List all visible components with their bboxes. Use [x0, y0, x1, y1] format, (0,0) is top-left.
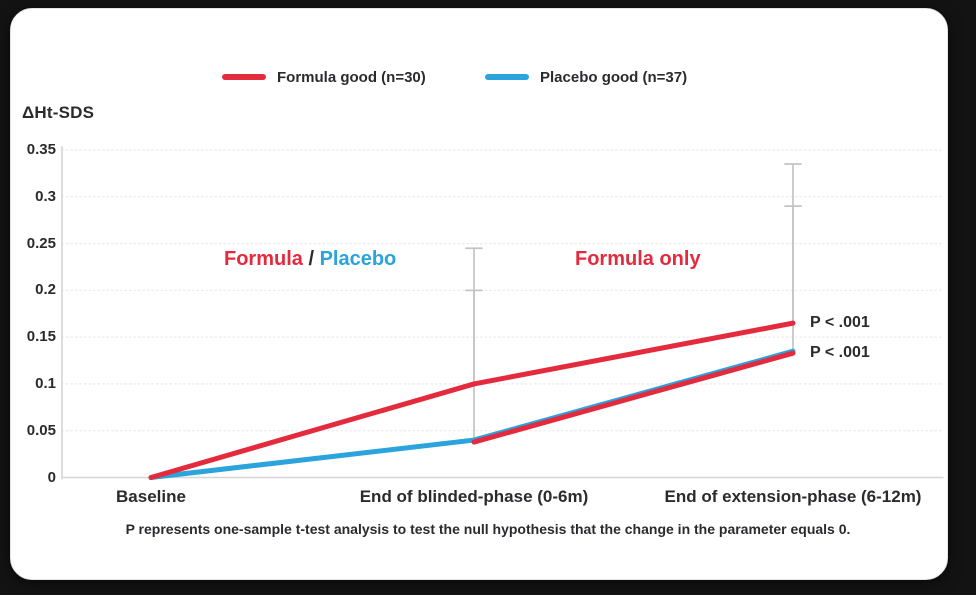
y-tick-035: 0.35 [26, 141, 56, 159]
annotation-slash: / [302, 248, 320, 270]
annotation-formula-word: Formula [224, 248, 303, 270]
x-tick-extension: End of extension-phase (6-12m) [664, 487, 922, 506]
y-tick-01: 0.1 [35, 375, 56, 392]
y-tick-02: 0.2 [35, 281, 56, 299]
annotation-blinded-phase: Formula / Placebo [224, 248, 396, 271]
x-tick-blinded: End of blinded-phase (0-6m) [359, 487, 589, 506]
annotation-formula-only: Formula only [575, 248, 701, 270]
annotation-extension-phase: Formula only [575, 248, 701, 271]
legend-label-placebo: Placebo good (n=37) [540, 68, 688, 86]
y-tick-025: 0.25 [26, 234, 56, 252]
chart-card [10, 8, 948, 580]
y-tick-005: 0.05 [26, 421, 56, 439]
legend-item-formula: Formula good (n=30) [222, 68, 426, 86]
annotation-placebo-word: Placebo [319, 248, 397, 270]
p-value-formula: P < .001 [810, 314, 870, 331]
legend-label-formula: Formula good (n=30) [277, 68, 426, 86]
legend-item-placebo: Placebo good (n=37) [485, 68, 687, 86]
y-axis-label: ΔHt-SDS [22, 103, 95, 122]
footnote: P represents one-sample t-test analysis … [125, 521, 851, 537]
p-value-placebo: P < .001 [810, 344, 870, 361]
y-tick-0: 0 [47, 468, 56, 486]
placebo-line-swatch [485, 74, 529, 80]
y-tick-015: 0.15 [26, 328, 56, 346]
y-tick-03: 0.3 [35, 187, 56, 205]
x-tick-baseline: Baseline [116, 487, 186, 506]
formula-line-swatch [222, 74, 266, 80]
